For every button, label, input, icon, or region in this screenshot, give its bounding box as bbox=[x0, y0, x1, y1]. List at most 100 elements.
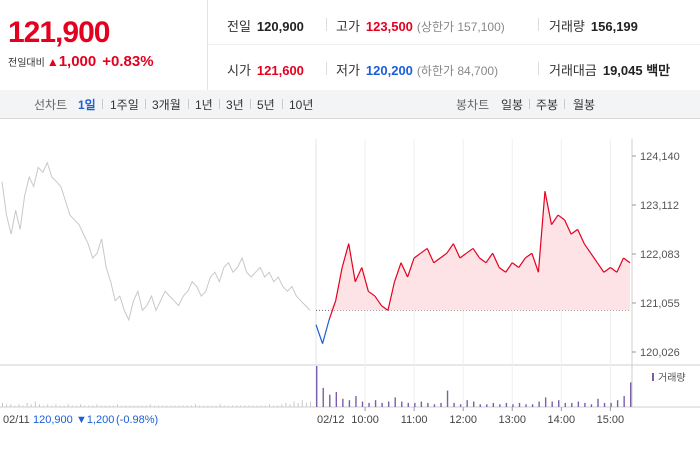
stat-value: 19,045 백만 bbox=[602, 63, 671, 78]
divider bbox=[188, 99, 189, 109]
today-line-segment bbox=[518, 257, 526, 268]
volume-bar-prev bbox=[75, 405, 77, 407]
price-summary: 121,900 전일대비 ▲1,000 +0.83% bbox=[0, 0, 208, 90]
volume-bar-today bbox=[440, 402, 442, 407]
volume-bar-today bbox=[564, 402, 566, 407]
stat-value: 120,900 bbox=[256, 19, 304, 34]
tab-3year[interactable]: 3년 bbox=[226, 98, 244, 112]
today-line-segment bbox=[407, 257, 415, 278]
y-tick-label: 120,026 bbox=[640, 347, 680, 359]
today-line-segment bbox=[531, 252, 539, 273]
divider bbox=[250, 99, 251, 109]
x-tick-label: 13:00 bbox=[498, 414, 526, 426]
volume-bar-prev bbox=[129, 405, 131, 407]
tab-1day[interactable]: 1일 bbox=[78, 98, 96, 112]
volume-bar-today bbox=[486, 404, 488, 407]
volume-bar-today bbox=[616, 400, 619, 407]
prev-date-label: 02/11 bbox=[3, 414, 30, 426]
today-line-segment bbox=[479, 257, 487, 264]
today-line-segment bbox=[537, 191, 546, 273]
tab-monthly-candle[interactable]: 월봉 bbox=[573, 98, 596, 112]
volume-bar-today bbox=[544, 397, 547, 407]
volume-bar-prev bbox=[305, 402, 307, 407]
volume-bar-today bbox=[623, 396, 625, 407]
volume-bar-prev bbox=[174, 405, 176, 407]
volume-bar-prev bbox=[268, 404, 270, 407]
volume-bar-prev bbox=[51, 405, 53, 407]
today-line-segment bbox=[341, 243, 350, 268]
volume-bar-today bbox=[342, 398, 344, 407]
volume-bar-prev bbox=[297, 402, 299, 407]
today-line-segment bbox=[348, 243, 356, 282]
volume-bar-prev bbox=[88, 405, 90, 407]
today-line-segment bbox=[433, 257, 441, 264]
volume-bar-prev bbox=[203, 405, 205, 407]
stat-open: 시가 121,600 bbox=[227, 60, 304, 79]
tab-10year[interactable]: 10년 bbox=[289, 98, 314, 112]
volume-bar-prev bbox=[84, 405, 86, 407]
today-line-segment bbox=[485, 252, 494, 264]
volume-bar-prev bbox=[281, 404, 283, 407]
change-label: 전일대비 bbox=[8, 58, 45, 69]
x-tick-label: 11:00 bbox=[401, 414, 428, 426]
today-line-segment bbox=[387, 281, 396, 311]
volume-bar-today bbox=[479, 404, 481, 407]
volume-bar-today bbox=[473, 401, 475, 407]
x-tick-label: 15:00 bbox=[597, 414, 625, 426]
prev-change-pct-label: (-0.98%) bbox=[116, 414, 158, 426]
row-divider bbox=[208, 44, 700, 45]
today-line-segment bbox=[328, 300, 337, 321]
candle-chart-title: 봉차트 bbox=[456, 98, 490, 112]
volume-bar-today bbox=[531, 404, 534, 407]
volume-bar-prev bbox=[121, 405, 123, 407]
today-line-segment bbox=[505, 262, 513, 273]
volume-bar-today bbox=[401, 401, 403, 407]
tab-weekly-candle[interactable]: 주봉 bbox=[536, 98, 559, 112]
today-line-segment bbox=[367, 290, 376, 297]
volume-bar-prev bbox=[26, 402, 28, 407]
volume-bar-today bbox=[394, 397, 396, 407]
stat-label: 시가 bbox=[227, 63, 251, 78]
x-axis: 10:00 11:00 12:00 13:00 14:00 15:00 02/11 120,9… bbox=[3, 407, 624, 426]
today-line-segment bbox=[393, 262, 402, 282]
volume-bar-prev bbox=[137, 405, 139, 407]
today-line-segment bbox=[577, 229, 585, 244]
divider bbox=[326, 62, 327, 75]
volume-bar-prev bbox=[63, 405, 65, 407]
today-line-segment bbox=[400, 262, 409, 278]
volume-bar-today bbox=[368, 402, 370, 407]
volume-bar-today bbox=[433, 404, 436, 407]
volume-bar-today bbox=[374, 400, 377, 407]
tab-3month[interactable]: 3개월 bbox=[152, 98, 181, 112]
volume-bar-today bbox=[558, 400, 560, 407]
today-line-segment bbox=[544, 191, 553, 225]
today-line-segment bbox=[321, 319, 330, 344]
volume-bar-prev bbox=[149, 404, 151, 407]
tab-1year[interactable]: 1년 bbox=[195, 98, 213, 112]
volume-bar-prev bbox=[92, 405, 94, 407]
volume-bar-prev bbox=[18, 404, 20, 407]
x-tick-label: 10:00 bbox=[351, 414, 379, 426]
lower-limit: (하한가 84,700) bbox=[416, 64, 499, 78]
y-axis: 124,140 123,112 122,083 121,055 120,026 bbox=[632, 151, 680, 359]
today-line-segment bbox=[420, 247, 428, 254]
volume-bar-prev bbox=[264, 405, 266, 407]
volume-bar-prev bbox=[293, 401, 295, 407]
today-line-segment bbox=[570, 228, 579, 235]
tab-daily-candle[interactable]: 일봉 bbox=[501, 98, 524, 112]
stat-label: 거래량 bbox=[549, 19, 585, 34]
tab-5year[interactable]: 5년 bbox=[257, 98, 275, 112]
volume-bar-today bbox=[597, 398, 599, 407]
volume-bar-prev bbox=[14, 405, 16, 407]
tab-1week[interactable]: 1주일 bbox=[110, 98, 139, 112]
volume-legend-label: 거래량 bbox=[658, 372, 686, 384]
volume-bar-prev bbox=[104, 405, 106, 407]
volume-legend-swatch bbox=[652, 373, 654, 381]
volume-bar-prev bbox=[170, 405, 172, 407]
today-line-segment bbox=[459, 252, 467, 259]
volume-bar-today bbox=[335, 391, 338, 407]
today-line-segment bbox=[354, 267, 363, 283]
today-line-segment bbox=[361, 267, 369, 292]
divider bbox=[145, 99, 146, 109]
today-line-segment bbox=[315, 324, 324, 344]
